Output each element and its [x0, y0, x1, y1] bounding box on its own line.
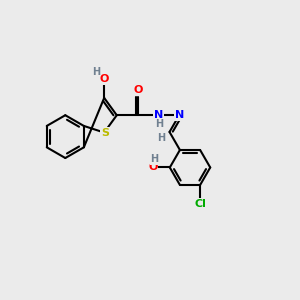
Text: H: H: [92, 67, 100, 77]
Text: N: N: [175, 110, 184, 120]
Text: N: N: [154, 110, 164, 120]
Text: H: H: [157, 133, 165, 143]
Text: H: H: [150, 154, 158, 164]
Text: Cl: Cl: [194, 199, 206, 209]
Text: O: O: [100, 74, 109, 84]
Text: O: O: [134, 85, 143, 95]
Text: H: H: [155, 119, 163, 129]
Text: O: O: [148, 162, 158, 172]
Text: S: S: [101, 128, 109, 138]
